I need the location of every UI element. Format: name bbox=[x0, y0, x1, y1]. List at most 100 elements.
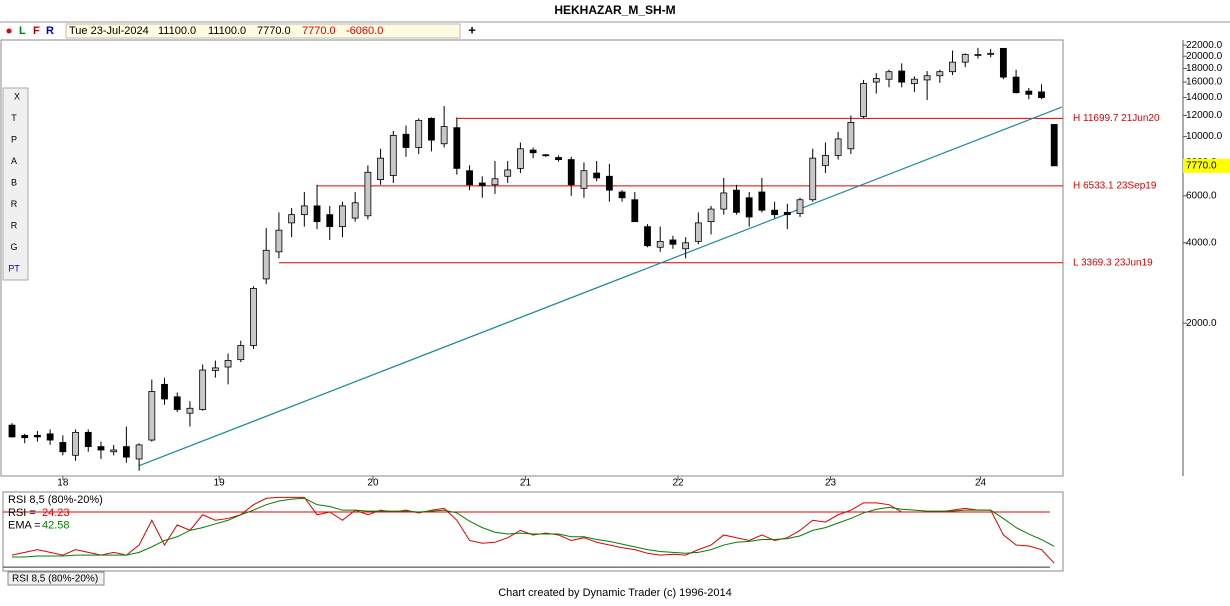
candle-body bbox=[377, 157, 384, 180]
candle-body bbox=[987, 52, 995, 55]
candle-body bbox=[237, 345, 245, 361]
candle-body bbox=[224, 360, 232, 368]
add-button[interactable]: + bbox=[468, 22, 476, 37]
x-tick-label: 21 bbox=[520, 478, 532, 489]
tool-button[interactable]: T bbox=[11, 113, 17, 123]
candle-body bbox=[999, 47, 1007, 78]
candle-body bbox=[440, 126, 448, 145]
legend-value: 24.23 bbox=[42, 507, 70, 519]
candle-body bbox=[161, 383, 168, 400]
candle-body bbox=[339, 205, 346, 228]
tool-button[interactable]: A bbox=[11, 156, 17, 166]
candle-body bbox=[911, 78, 918, 84]
tool-button[interactable]: R bbox=[11, 220, 18, 230]
candle-body bbox=[250, 287, 257, 346]
candle-body bbox=[656, 240, 664, 248]
toolbar-button[interactable]: R bbox=[46, 25, 54, 37]
tool-button[interactable]: P bbox=[11, 134, 17, 144]
candle-body bbox=[885, 71, 893, 80]
tool-button[interactable]: PT bbox=[8, 263, 20, 273]
candle-body bbox=[1025, 90, 1033, 95]
candle-body bbox=[364, 171, 372, 217]
candle-body bbox=[949, 61, 956, 73]
last-price-label: 7770.0 bbox=[1186, 160, 1217, 171]
y-tick-label: 22000.0 bbox=[1186, 40, 1223, 51]
rsi-line bbox=[12, 497, 1055, 558]
candle-body bbox=[173, 396, 181, 410]
candle-body bbox=[21, 434, 29, 439]
y-tick-label: 18000.0 bbox=[1186, 63, 1223, 74]
legend-label: RSI = bbox=[8, 507, 36, 519]
y-tick-label: 2000.0 bbox=[1186, 318, 1217, 329]
header-field bbox=[65, 23, 461, 39]
candle-body bbox=[822, 155, 829, 166]
candle-body bbox=[593, 172, 601, 179]
candle-body bbox=[428, 117, 435, 141]
trendline bbox=[138, 106, 1063, 467]
candle-body bbox=[618, 191, 626, 199]
candle-body bbox=[974, 54, 982, 56]
candle-body bbox=[796, 199, 804, 214]
header-value: -6060.0 bbox=[346, 25, 383, 37]
x-tick-label: 19 bbox=[214, 478, 226, 489]
candle-body bbox=[288, 214, 296, 224]
header-value: 11100.0 bbox=[208, 25, 246, 37]
candle-body bbox=[529, 149, 537, 154]
rsi-title: RSI 8,5 (80%-20%) bbox=[8, 494, 103, 506]
candle-body bbox=[491, 178, 499, 186]
tool-button[interactable]: X bbox=[14, 91, 20, 101]
candle-body bbox=[122, 446, 130, 458]
header-date: Tue 23-Jul-2024 bbox=[69, 25, 149, 37]
candle-body bbox=[59, 442, 67, 453]
candle-body bbox=[758, 191, 766, 211]
rsi-line bbox=[11, 496, 1055, 564]
rsi-tab-label[interactable]: RSI 8,5 (80%-20%) bbox=[12, 574, 98, 585]
tool-button[interactable]: R bbox=[11, 199, 18, 209]
toolbar-button[interactable]: F bbox=[33, 25, 40, 37]
legend-label: EMA = bbox=[8, 519, 41, 531]
candle-body bbox=[936, 71, 944, 77]
toolbar-button[interactable]: L bbox=[19, 25, 26, 37]
level-label: L 3369.3 23Jun19 bbox=[1073, 257, 1153, 268]
candle-body bbox=[644, 226, 651, 247]
last-price-box bbox=[1183, 158, 1230, 173]
y-tick-label: 20000.0 bbox=[1186, 51, 1223, 62]
tool-palette bbox=[2, 87, 29, 281]
x-tick-label: 22 bbox=[672, 478, 684, 489]
candle-body bbox=[923, 75, 931, 81]
candle-body bbox=[478, 182, 486, 187]
candle-body bbox=[1050, 124, 1058, 167]
rsi-tab[interactable] bbox=[7, 571, 105, 586]
header-value: 7770.0 bbox=[302, 25, 336, 37]
candle-body bbox=[809, 157, 817, 201]
plot-frame bbox=[0, 39, 1064, 477]
candle-body bbox=[834, 138, 842, 156]
candle-body bbox=[351, 202, 359, 219]
record-dot[interactable] bbox=[6, 28, 12, 34]
candle-body bbox=[211, 367, 219, 371]
candle-body bbox=[46, 433, 54, 441]
level-label: H 6533.1 23Sep19 bbox=[1073, 181, 1157, 192]
candle-body bbox=[860, 83, 867, 117]
y-tick-label: 14000.0 bbox=[1186, 92, 1223, 103]
y-tick-label: 6000.0 bbox=[1186, 190, 1217, 201]
candle-body bbox=[783, 211, 791, 216]
candle-body bbox=[453, 127, 461, 169]
candle-body bbox=[555, 157, 562, 160]
candle-body bbox=[542, 154, 550, 157]
tool-button[interactable]: B bbox=[11, 177, 17, 187]
candle-body bbox=[682, 242, 690, 250]
candle-body bbox=[720, 192, 728, 210]
candle-body bbox=[199, 369, 207, 410]
x-tick-label: 24 bbox=[975, 478, 987, 489]
tool-button[interactable]: G bbox=[10, 242, 17, 252]
candle-body bbox=[262, 249, 270, 280]
x-tick-label: 18 bbox=[57, 478, 69, 489]
candle-body bbox=[707, 208, 715, 223]
candle-body bbox=[148, 391, 156, 441]
candle-body bbox=[97, 446, 105, 451]
y-tick-label: 12000.0 bbox=[1186, 110, 1223, 121]
footer: Chart created by Dynamic Trader (c) 1996… bbox=[498, 587, 732, 599]
candle-body bbox=[275, 229, 283, 253]
